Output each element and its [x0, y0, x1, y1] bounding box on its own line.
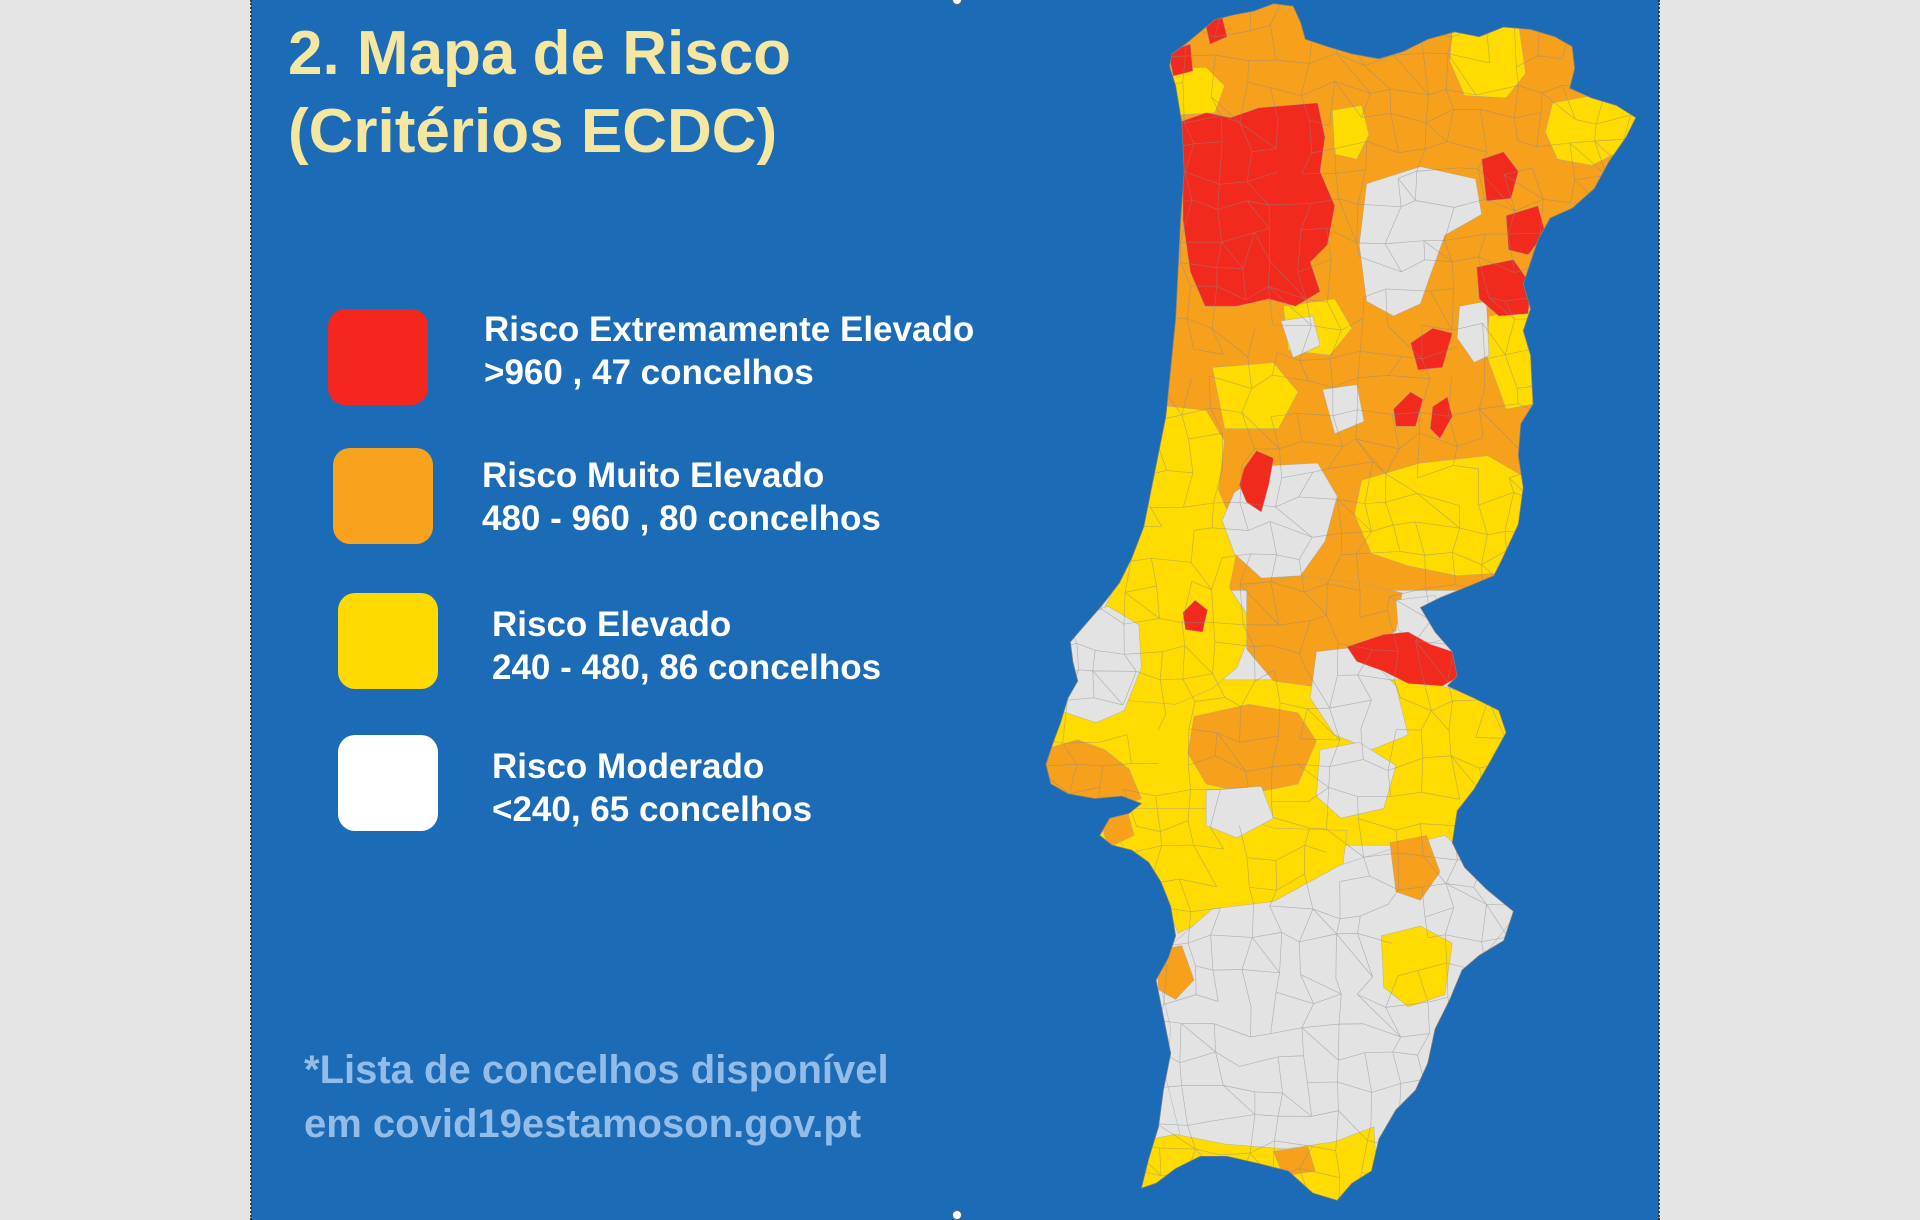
portugal-risk-map — [1045, 3, 1637, 1202]
map-region-moderate-risk — [1059, 605, 1142, 724]
slide-image[interactable]: 2. Mapa de Risco (Critérios ECDC) Risco … — [251, 0, 1659, 1220]
slide-title: 2. Mapa de Risco (Critérios ECDC) — [288, 15, 791, 171]
slide-title-line1: 2. Mapa de Risco — [288, 19, 792, 88]
legend-detail: 480 - 960 , 80 concelhos — [482, 499, 881, 538]
map-region-very-high-risk — [1187, 704, 1317, 795]
map-region-extreme-risk — [1182, 599, 1208, 633]
legend-swatch-high-risk — [338, 593, 438, 689]
map-region-extreme-risk — [1410, 327, 1453, 371]
slide-title-line2: (Critérios ECDC) — [288, 97, 778, 166]
legend-detail: 240 - 480, 86 concelhos — [492, 648, 882, 687]
legend-swatch-moderate-risk — [338, 735, 438, 831]
map-region-extreme-risk — [1481, 151, 1519, 202]
selection-border-left — [250, 0, 252, 1220]
map-region-extreme-risk — [1476, 259, 1531, 317]
map-region-very-high-risk — [1389, 835, 1441, 901]
map-region-high-risk — [1380, 925, 1453, 1008]
map-region-extreme-risk — [1177, 102, 1336, 307]
legend-label: Risco Extremamente Elevado — [484, 310, 975, 349]
map-region-moderate-risk — [1205, 786, 1274, 839]
legend-item-extreme-risk: Risco Extremamente Elevado >960 , 47 con… — [484, 308, 974, 394]
map-region-extreme-risk — [1167, 43, 1194, 77]
map-region-extreme-risk — [1429, 396, 1453, 440]
map-region-high-risk — [1211, 362, 1299, 430]
legend-swatch-extreme-risk — [328, 309, 428, 405]
legend-detail: <240, 65 concelhos — [492, 790, 813, 829]
footnote-line1: *Lista de concelhos disponível — [304, 1048, 889, 1092]
legend-item-very-high-risk: Risco Muito Elevado 480 - 960 , 80 conce… — [482, 454, 881, 540]
map-region-high-risk — [1331, 104, 1370, 160]
map-region-very-high-risk — [1273, 1146, 1316, 1177]
resize-handle-bottom[interactable] — [952, 1210, 962, 1220]
legend-swatch-very-high-risk — [333, 448, 433, 544]
legend-item-moderate-risk: Risco Moderado <240, 65 concelhos — [492, 745, 812, 831]
legend-label: Risco Muito Elevado — [482, 456, 825, 495]
legend-detail: >960 , 47 concelhos — [484, 353, 814, 392]
map-regions — [1045, 3, 1636, 1201]
legend-label: Risco Elevado — [492, 605, 732, 644]
map-region-extreme-risk — [1393, 391, 1424, 427]
map-region-moderate-risk — [1358, 166, 1482, 317]
footnote: *Lista de concelhos disponível em covid1… — [304, 1043, 889, 1151]
legend-label: Risco Moderado — [492, 747, 765, 786]
legend-item-high-risk: Risco Elevado 240 - 480, 86 concelhos — [492, 603, 881, 689]
map-region-moderate-risk — [1280, 315, 1321, 359]
map-region-moderate-risk — [1456, 300, 1490, 363]
map-region-very-high-risk — [1045, 3, 1636, 591]
footnote-line2: em covid19estamoson.gov.pt — [304, 1102, 862, 1146]
selection-border-right — [1658, 0, 1660, 1220]
